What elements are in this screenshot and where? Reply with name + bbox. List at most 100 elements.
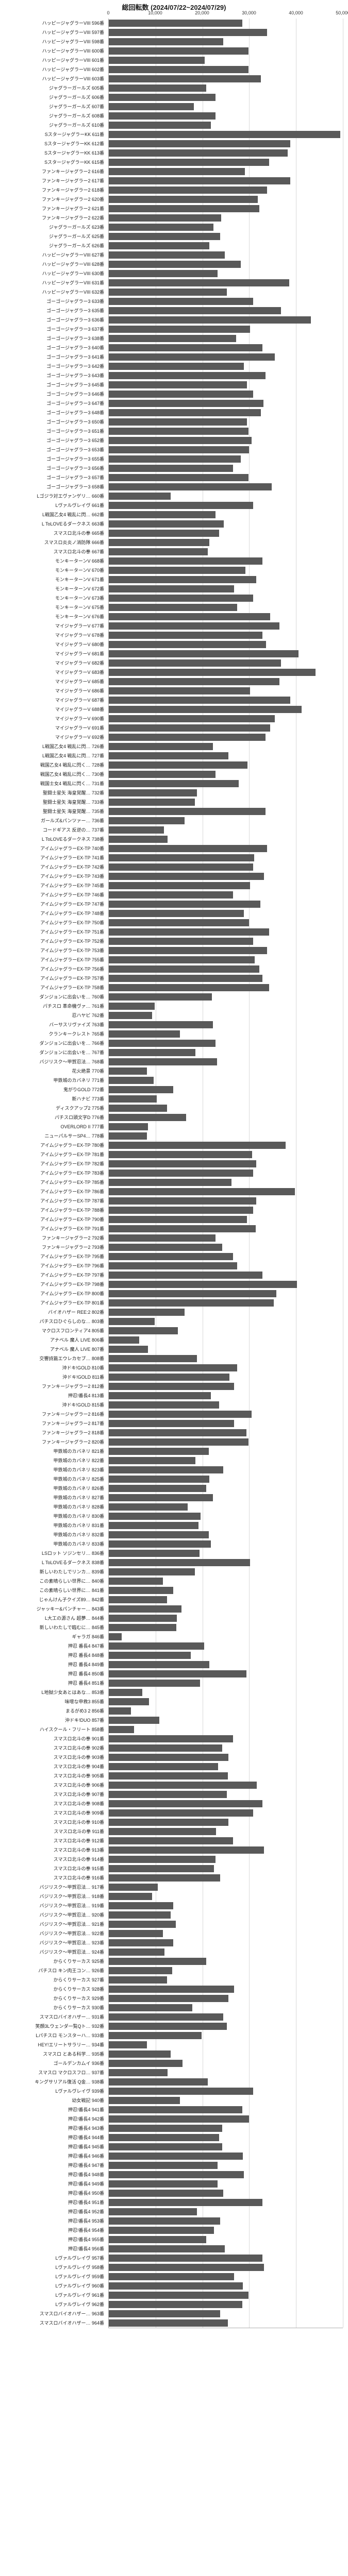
chart-row: スマスロ北斗の拳 906番	[109, 1781, 343, 1790]
row-label: ファンキージャグラー2 793番	[1, 1243, 106, 1252]
row-label: 甲鉄城のカバネリ 823番	[1, 1465, 106, 1475]
chart-row: バジリスク～甲賀忍法… 917番	[109, 1883, 343, 1892]
bar	[109, 1411, 252, 1418]
bar	[109, 511, 216, 518]
row-label: アイムジャグラーEX-TP 758番	[1, 983, 106, 992]
chart-row: ゴーゴージャグラー3 650番	[109, 417, 343, 427]
row-label: バジリスク～甲賀忍法… 920番	[1, 1910, 106, 1920]
chart-row: 沖ドキ!GOLD 815番	[109, 1400, 343, 1410]
bar	[109, 372, 266, 379]
bar	[109, 1698, 149, 1705]
bar	[109, 1234, 216, 1242]
row-label: OVERLORD II 777番	[1, 1122, 106, 1131]
bar	[109, 1012, 152, 1019]
bar	[109, 1893, 152, 1900]
bar	[109, 1661, 209, 1668]
bar	[109, 752, 228, 759]
row-label: SスタージャグラーKK 615番	[1, 158, 106, 167]
row-label: 押忍!番長4 942番	[1, 2114, 106, 2124]
bar	[109, 1587, 173, 1594]
chart-row: アイムジャグラーEX-TP 783番	[109, 1168, 343, 1178]
bar	[109, 1624, 176, 1631]
bar	[109, 75, 261, 82]
row-label: ハッピージャグラーVIII 602番	[1, 65, 106, 74]
row-label: L戦国乙女4 戦乱に閃… 662番	[1, 510, 106, 519]
chart-row: ハッピージャグラーVIII 600番	[109, 46, 343, 56]
bar	[109, 1466, 223, 1473]
bar	[109, 622, 279, 630]
row-label: Lヴァルヴレイヴ 959番	[1, 2272, 106, 2281]
row-label: ジャグラーガールズ 607番	[1, 102, 106, 111]
row-label: モンキーターンV 668番	[1, 556, 106, 566]
chart-row: アイムジャグラーEX-TP 755番	[109, 955, 343, 964]
bar	[109, 975, 262, 982]
row-label: SスタージャグラーKK 612番	[1, 139, 106, 148]
chart-row: 甲鉄城のカバネリ 833番	[109, 1539, 343, 1549]
row-label: ゴーゴージャグラー3 642番	[1, 362, 106, 371]
row-label: アイムジャグラーEX-TP 751番	[1, 927, 106, 937]
row-label: ファンキージャグラー2 818番	[1, 1428, 106, 1437]
bar	[109, 854, 254, 861]
chart-row: ダンジョンに出会いを… 767番	[109, 1048, 343, 1057]
row-label: ハッピージャグラーVIII 601番	[1, 56, 106, 65]
row-label: ゴーゴージャグラー3 641番	[1, 352, 106, 362]
bar	[109, 1494, 213, 1501]
chart-row: からくりサーカス 927番	[109, 1975, 343, 1985]
row-label: 甲鉄城のカバネリ 826番	[1, 1484, 106, 1493]
bar	[109, 140, 290, 147]
bar	[109, 1244, 222, 1251]
bar	[109, 1735, 233, 1742]
row-label: マイジャグラーV 687番	[1, 696, 106, 705]
chart-row: ゴーゴージャグラー3 637番	[109, 325, 343, 334]
row-label: ゴーゴージャグラー3 646番	[1, 389, 106, 399]
bar	[109, 251, 225, 259]
bar	[109, 1003, 155, 1010]
row-label: ハッピージャグラーVIII 598番	[1, 37, 106, 46]
row-label: 押忍!番長4 952番	[1, 2207, 106, 2216]
chart-row: 甲鉄城のカバネリ 832番	[109, 1530, 343, 1539]
chart-row: ジャッキー&パンチャー… 843番	[109, 1604, 343, 1614]
row-label: 戦国乙女4 戦乱に閃く… 728番	[1, 760, 106, 770]
bar	[109, 965, 259, 973]
row-label: 押忍!番長4 950番	[1, 2189, 106, 2198]
bar	[109, 1744, 222, 1752]
row-label: ジャグラーガールズ 625番	[1, 232, 106, 241]
bar	[109, 1921, 176, 1928]
chart-row: 戦国乙女4 戦乱に閃く… 728番	[109, 760, 343, 770]
bar	[109, 687, 250, 694]
row-label: 新しいわたしでリンカ… 839番	[1, 1567, 106, 1577]
bar	[109, 928, 269, 936]
bar	[109, 901, 260, 908]
row-label: ジャグラーガールズ 605番	[1, 83, 106, 93]
bar	[109, 2004, 192, 2011]
row-label: 聖闘士星矢 海皇覚醒… 733番	[1, 798, 106, 807]
chart-container: 総回転数 (2024/07/22~2024/07/29) 010,00020,0…	[0, 0, 348, 2334]
bar	[109, 1309, 185, 1316]
bar	[109, 1652, 191, 1659]
row-label: ジャグラーガールズ 626番	[1, 241, 106, 250]
chart-row: 聖闘士星矢 海皇覚醒… 735番	[109, 807, 343, 816]
chart-row: 甲鉄城のカバネリ 821番	[109, 1447, 343, 1456]
chart-row: パチスロ頭文字D 776番	[109, 1113, 343, 1122]
chart-row: ゴーゴージャグラー3 633番	[109, 297, 343, 306]
row-label: 押忍!番長4 943番	[1, 2124, 106, 2133]
row-label: アイムジャグラーEX-TP 752番	[1, 937, 106, 946]
chart-row: ハッピージャグラーVIII 601番	[109, 56, 343, 65]
bar	[109, 1272, 262, 1279]
chart-row: 押忍!番長4 944番	[109, 2133, 343, 2142]
row-label: スマスロ北斗の拳 665番	[1, 529, 106, 538]
row-label: 甲鉄城のカバネリ 822番	[1, 1456, 106, 1465]
bar	[109, 1170, 253, 1177]
row-label: この素晴らしい世界に… 840番	[1, 1577, 106, 1586]
row-label: 沖ドキ!GOLD 810番	[1, 1363, 106, 1372]
row-label: マイジャグラーV 677番	[1, 621, 106, 631]
chart-row: ゴーゴージャグラー3 645番	[109, 380, 343, 389]
bar	[109, 1605, 181, 1613]
bar	[109, 1754, 228, 1761]
row-label: Lヴァルヴレイヴ 957番	[1, 2253, 106, 2263]
bar	[109, 47, 248, 55]
chart-row: キングサリアル復活 Q金… 938番	[109, 2077, 343, 2087]
row-label: パチスロ キン肉王コン… 926番	[1, 1966, 106, 1975]
chart-row: バジリスク～甲賀忍法… 918番	[109, 1892, 343, 1901]
bar	[109, 363, 244, 370]
